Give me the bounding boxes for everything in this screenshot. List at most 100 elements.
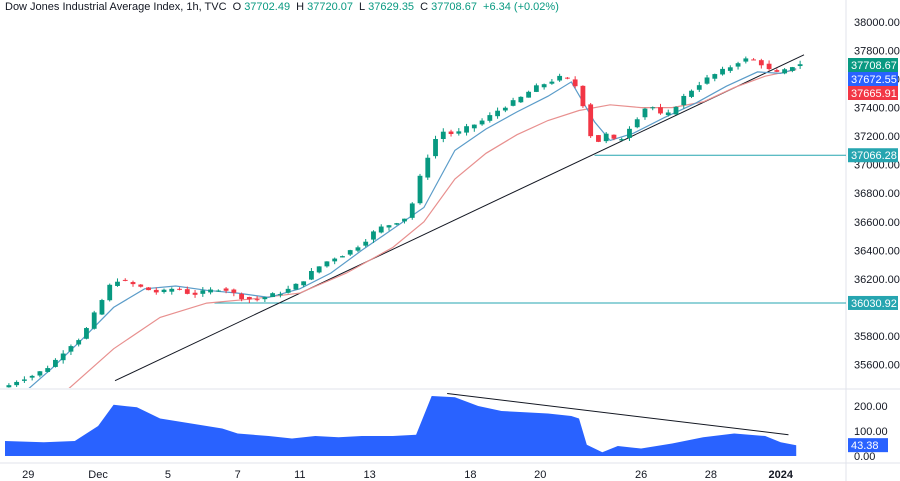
price-label: 37066.28 [851,150,897,162]
fast-moving-average [28,68,797,388]
time-tick-label: 29 [22,469,34,481]
indicator-tick-label: 100.00 [854,426,888,438]
time-tick-label: 28 [705,469,717,481]
candle-body [130,282,136,285]
candle-body [29,375,35,378]
price-tick-label: 37800.00 [854,46,900,58]
candle-body [580,85,586,107]
candle-body [658,107,663,114]
candle-body [53,359,58,367]
candle-body [541,84,547,88]
candle-body [99,300,105,315]
candle-body [394,223,400,225]
candle-body [200,290,206,294]
time-tick-label: 5 [165,469,171,481]
candle-body [665,112,671,116]
candle-body [495,110,500,117]
candle-body [751,59,756,61]
candle-body [386,225,392,228]
candle-body [603,133,609,142]
candle-body [627,128,632,138]
candle-body [425,157,431,178]
candle-body [487,115,493,121]
candle-body [735,63,741,67]
price-tick-label: 36400.00 [854,245,900,257]
candle-body [363,241,369,246]
candle-body [21,379,27,381]
candle-body [758,60,764,66]
candle-body [324,261,330,267]
candle-body [347,250,353,255]
candle-body [316,266,322,273]
candle-body [254,299,260,301]
price-label: 37665.91 [851,88,897,100]
change-value: +6.34 (+0.02%) [483,1,559,13]
candle-body [782,69,788,74]
price-tick-label: 37400.00 [854,103,900,115]
price-label-box [848,58,898,72]
candle-body [417,175,423,204]
time-tick-label: Dec [88,469,108,481]
time-tick-label: 7 [235,469,241,481]
time-tick-label: 20 [534,469,546,481]
candle-body [192,292,198,295]
price-tick-label: 36200.00 [854,274,900,286]
candle-body [549,81,555,84]
candle-body [689,90,694,97]
candle-body [526,91,532,98]
candle-body [619,139,625,141]
price-tick-label: 37200.00 [854,131,900,143]
candle-body [45,368,51,372]
candle-body [177,288,182,290]
candle-body [789,67,795,71]
candle-body [650,107,656,109]
candle-body [301,281,307,286]
candle-body [696,85,702,90]
candle-body [60,353,66,361]
price-label: 37672.55 [851,74,897,86]
candle-body [184,289,190,294]
candle-body [673,106,679,115]
candle-body [471,124,477,129]
slow-moving-average [68,69,797,388]
candle-body [84,328,89,339]
candle-body [681,95,687,106]
candle-body [215,290,221,292]
candle-body [262,297,268,300]
candle-body [448,131,454,135]
high-label: H [296,1,305,13]
candle-body [277,294,283,296]
close-label: C [420,1,429,13]
indicator-value-label: 43.38 [851,440,879,452]
candle-body [642,108,648,118]
price-label-box [848,72,898,86]
candle-body [153,289,159,293]
high-value: 37720.07 [307,1,353,13]
time-tick-label: 2024 [768,469,793,481]
candle-body [231,289,237,293]
price-label-box [848,295,898,310]
candle-body [76,340,82,345]
candle-body [727,67,733,71]
low-label: L [359,1,366,13]
time-tick-label: 11 [294,469,305,481]
candle-body [332,258,338,262]
price-tick-label: 36600.00 [854,217,900,229]
time-tick-label: 13 [363,469,375,481]
price-tick-label: 36800.00 [854,188,900,200]
candle-body [433,139,438,157]
candle-body [510,100,516,106]
price-tick-label: 35600.00 [854,359,900,371]
candle-body [371,231,376,240]
candle-body [270,293,276,298]
main-pane [6,54,846,388]
candle-body [712,74,718,79]
trend-line [114,54,805,382]
candle-body [440,131,446,140]
price-tick-label: 37000.00 [854,160,900,172]
candle-body [456,131,462,134]
candle-body [285,288,291,293]
price-label-box [848,148,898,163]
indicator-tick-label: 0.00 [854,451,875,463]
